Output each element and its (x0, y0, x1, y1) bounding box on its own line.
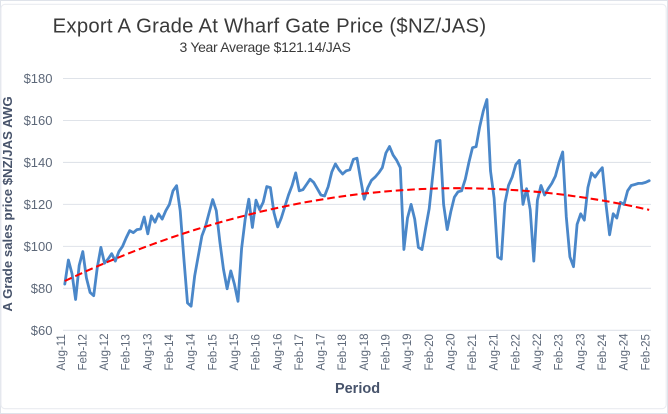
svg-text:Aug-20: Aug-20 (445, 333, 457, 370)
svg-text:Feb-18: Feb-18 (337, 334, 349, 370)
svg-text:Aug-22: Aug-22 (532, 333, 544, 370)
svg-text:Aug-17: Aug-17 (316, 333, 328, 370)
svg-text:Aug-24: Aug-24 (619, 333, 631, 371)
svg-text:Feb-17: Feb-17 (294, 334, 306, 370)
svg-text:Feb-16: Feb-16 (251, 334, 263, 370)
svg-text:Aug-15: Aug-15 (229, 333, 241, 370)
svg-text:Aug-16: Aug-16 (272, 333, 284, 370)
svg-text:Feb-22: Feb-22 (510, 334, 522, 370)
svg-text:Feb-12: Feb-12 (77, 334, 89, 370)
svg-text:Aug-18: Aug-18 (359, 333, 371, 370)
svg-text:3 Year Average $121.14/JAS: 3 Year Average $121.14/JAS (180, 39, 351, 55)
svg-text:$120: $120 (24, 197, 53, 212)
svg-text:$180: $180 (24, 71, 53, 86)
svg-text:Aug-21: Aug-21 (489, 333, 501, 370)
svg-text:Feb-21: Feb-21 (467, 334, 479, 370)
svg-text:$160: $160 (24, 113, 53, 128)
svg-text:Feb-14: Feb-14 (164, 333, 176, 370)
svg-text:$60: $60 (31, 323, 53, 338)
svg-text:Feb-13: Feb-13 (121, 334, 133, 370)
svg-text:Aug-23: Aug-23 (575, 333, 587, 370)
svg-text:Export A Grade At Wharf Gate P: Export A Grade At Wharf Gate Price ($NZ/… (53, 16, 487, 38)
svg-text:Feb-19: Feb-19 (380, 334, 392, 370)
svg-text:Aug-13: Aug-13 (142, 333, 154, 370)
svg-text:Feb-20: Feb-20 (424, 334, 436, 370)
svg-text:Aug-12: Aug-12 (99, 333, 111, 370)
svg-text:Feb-25: Feb-25 (640, 334, 652, 370)
svg-text:Aug-14: Aug-14 (186, 333, 198, 371)
svg-text:Aug-19: Aug-19 (402, 333, 414, 370)
svg-text:Period: Period (335, 381, 380, 397)
svg-text:Aug-11: Aug-11 (56, 334, 68, 370)
svg-text:Feb-23: Feb-23 (554, 334, 566, 370)
svg-text:$80: $80 (31, 281, 53, 296)
svg-text:A Grade sales price $NZ/JAS AW: A Grade sales price $NZ/JAS AWG (0, 96, 15, 311)
svg-text:Feb-15: Feb-15 (207, 334, 219, 370)
svg-text:$100: $100 (24, 239, 53, 254)
svg-text:Feb-24: Feb-24 (597, 333, 609, 370)
svg-text:$140: $140 (24, 155, 53, 170)
